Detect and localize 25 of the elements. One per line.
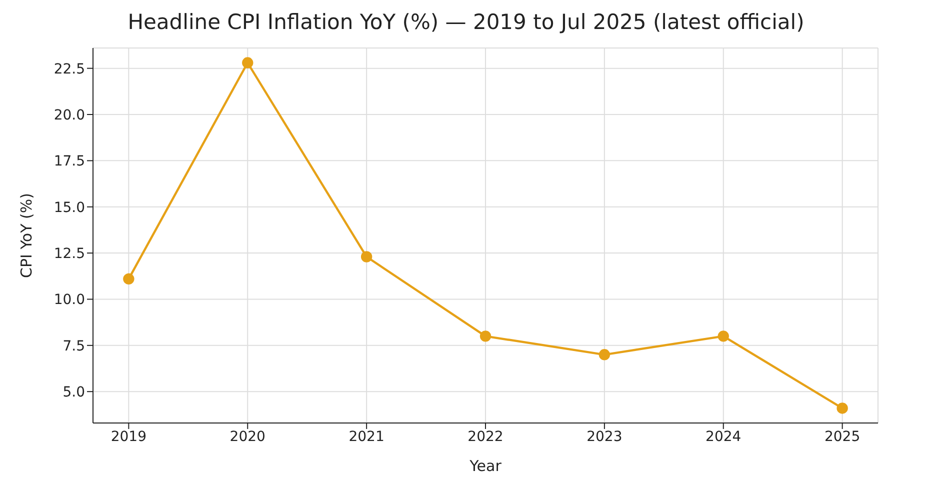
- y-tick-label: 10.0: [54, 292, 85, 308]
- x-tick-label: 2020: [230, 428, 266, 445]
- y-tick-label: 12.5: [54, 246, 85, 262]
- y-tick-label: 15.0: [54, 200, 85, 216]
- point: [718, 330, 729, 342]
- x-tick-label: 2021: [348, 428, 384, 445]
- y-axis-title: CPI YoY (%): [17, 193, 36, 278]
- y-tick-label: 5.0: [62, 384, 85, 401]
- x-tick-label: 2019: [110, 428, 146, 445]
- y-tick-label: 20.0: [54, 107, 85, 124]
- point: [836, 402, 848, 414]
- point: [360, 251, 372, 262]
- x-tick-label: 2022: [468, 428, 504, 445]
- y-tick-label: 17.5: [54, 154, 85, 170]
- point: [123, 273, 134, 285]
- point: [242, 57, 254, 68]
- x-axis-title: Year: [468, 457, 502, 475]
- point: [598, 349, 610, 360]
- x-tick-label: 2025: [824, 428, 860, 445]
- y-tick-label: 7.5: [62, 338, 85, 354]
- y-tick-label: 22.5: [54, 61, 85, 78]
- point: [480, 330, 492, 342]
- x-tick-label: 2023: [586, 428, 622, 445]
- x-tick-label: 2024: [706, 428, 742, 445]
- chart-title: Headline CPI Inflation YoY (%) — 2019 to Jul 2025 (latest official): [126, 9, 806, 36]
